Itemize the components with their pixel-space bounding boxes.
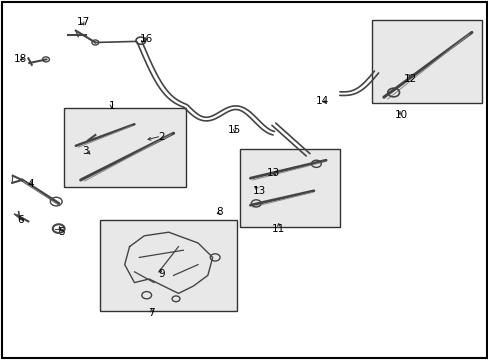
Text: 7: 7 bbox=[148, 308, 155, 318]
Text: 4: 4 bbox=[27, 179, 34, 189]
Text: 15: 15 bbox=[227, 125, 241, 135]
Bar bbox=[100, 220, 237, 311]
Text: 16: 16 bbox=[140, 34, 153, 44]
Text: 12: 12 bbox=[403, 74, 417, 84]
Text: 11: 11 bbox=[271, 224, 285, 234]
Text: 9: 9 bbox=[158, 269, 164, 279]
Text: 10: 10 bbox=[394, 110, 407, 120]
Text: 8: 8 bbox=[216, 207, 223, 217]
Bar bbox=[371, 20, 481, 103]
Text: 2: 2 bbox=[158, 132, 164, 142]
Text: 3: 3 bbox=[82, 146, 89, 156]
Bar bbox=[63, 108, 185, 187]
Text: 1: 1 bbox=[109, 101, 116, 111]
Text: 17: 17 bbox=[76, 17, 90, 27]
Text: 14: 14 bbox=[315, 96, 329, 106]
Text: 5: 5 bbox=[58, 227, 64, 237]
Text: 13: 13 bbox=[252, 186, 265, 196]
Text: 6: 6 bbox=[17, 215, 24, 225]
Text: 18: 18 bbox=[14, 54, 27, 64]
Bar bbox=[239, 149, 339, 227]
Text: 13: 13 bbox=[266, 168, 280, 178]
